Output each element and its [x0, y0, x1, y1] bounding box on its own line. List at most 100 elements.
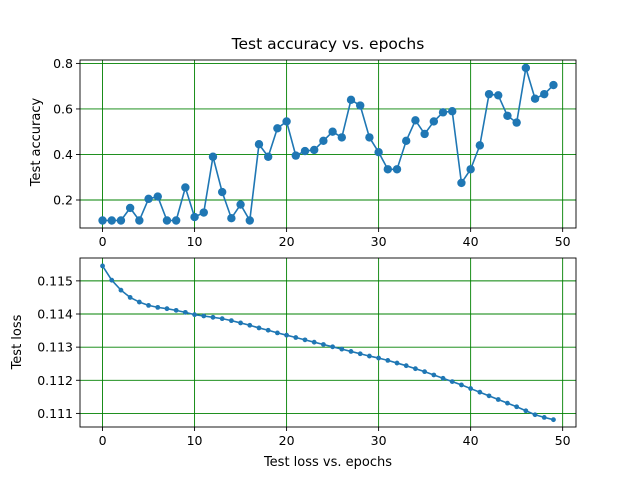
loss-x-tick-label: 10 [187, 433, 203, 448]
accuracy-data-point [540, 89, 549, 99]
loss-data-point [403, 363, 409, 369]
accuracy-data-point [282, 117, 291, 126]
loss-y-tick-label: 0.112 [37, 373, 73, 388]
loss-data-point [459, 382, 464, 388]
loss-data-point [173, 307, 179, 313]
accuracy-data-point [383, 165, 393, 174]
accuracy-data-point [475, 141, 485, 150]
accuracy-data-point [402, 136, 411, 146]
accuracy-data-point [116, 216, 126, 225]
loss-data-point [293, 335, 299, 340]
loss-data-point [495, 397, 501, 402]
loss-data-point [109, 277, 115, 283]
accuracy-data-point [512, 118, 521, 127]
accuracy-data-point [144, 194, 153, 204]
loss-data-point [477, 389, 483, 395]
loss-data-point [127, 295, 133, 300]
accuracy-x-tick-label: 30 [371, 234, 387, 249]
accuracy-data-point [199, 208, 208, 217]
accuracy-x-tick-label: 20 [279, 234, 295, 249]
accuracy-data-point [521, 63, 531, 73]
accuracy-data-point [98, 216, 107, 225]
loss-data-point [302, 337, 308, 343]
accuracy-data-point [337, 133, 347, 142]
accuracy-data-point [438, 108, 448, 117]
loss-plot-area: 0 10 20 30 40 50 0.111 0.112 0.113 0.114 0.115 [37, 257, 577, 448]
accuracy-y-tick-label: 0.6 [53, 101, 73, 116]
accuracy-data-point [392, 165, 402, 174]
accuracy-x-tick-label: 0 [99, 234, 107, 249]
loss-data-point [330, 344, 336, 350]
accuracy-data-point [125, 203, 135, 213]
accuracy-subplot: Test accuracy vs. epochs Test accuracy 0… [29, 35, 577, 249]
loss-x-tick-label: 30 [371, 433, 387, 448]
accuracy-y-tick-label: 0.4 [53, 147, 73, 162]
accuracy-series-line [102, 67, 555, 222]
accuracy-data-point [319, 136, 328, 146]
accuracy-data-point [273, 124, 282, 133]
loss-data-point [532, 412, 538, 418]
loss-data-point [136, 299, 142, 305]
accuracy-chart-title: Test accuracy vs. epochs [231, 35, 425, 53]
loss-x-tick-label: 0 [99, 433, 107, 448]
accuracy-data-point [217, 187, 227, 197]
accuracy-data-point [420, 129, 429, 139]
loss-data-point [238, 320, 243, 326]
accuracy-data-point [291, 151, 300, 160]
loss-data-point [505, 400, 510, 406]
loss-x-tick-label: 20 [279, 433, 295, 448]
loss-data-point [367, 353, 372, 359]
loss-data-point [486, 393, 492, 399]
loss-data-point [468, 386, 474, 391]
loss-data-point [201, 313, 207, 319]
loss-data-point [348, 349, 354, 354]
accuracy-data-point [549, 80, 558, 90]
accuracy-data-point [484, 89, 494, 99]
accuracy-axes-frame [79, 59, 577, 229]
accuracy-data-point [429, 117, 439, 126]
loss-data-point [413, 366, 418, 372]
loss-data-point [284, 332, 289, 338]
loss-data-point [523, 408, 529, 414]
accuracy-data-point [107, 216, 116, 225]
loss-data-point [339, 346, 345, 352]
accuracy-x-tick-label: 10 [187, 234, 203, 249]
loss-data-point [551, 417, 556, 423]
accuracy-data-point [181, 183, 190, 192]
loss-data-point [311, 339, 317, 345]
accuracy-data-point [457, 178, 466, 188]
accuracy-data-point [153, 192, 162, 201]
loss-x-tick-label: 50 [555, 433, 571, 448]
loss-data-point [394, 360, 400, 366]
loss-y-tick-label: 0.115 [37, 273, 73, 288]
accuracy-data-point [171, 216, 181, 225]
loss-y-tick-label: 0.111 [37, 406, 73, 421]
loss-data-point [385, 357, 391, 363]
accuracy-data-point [236, 200, 245, 209]
accuracy-data-point [411, 116, 420, 125]
loss-subplot: Test loss vs. epochs Test loss 0 10 20 30 40… [10, 257, 577, 470]
loss-data-point [514, 404, 520, 410]
loss-data-point [155, 304, 161, 310]
accuracy-y-axis-label: Test accuracy [29, 98, 44, 188]
accuracy-y-tick-label: 0.8 [53, 56, 73, 71]
loss-x-axis-label: Test loss vs. epochs [263, 455, 392, 470]
accuracy-data-point [448, 107, 457, 116]
accuracy-data-point [503, 111, 512, 120]
loss-data-point [265, 327, 271, 333]
loss-data-point [256, 325, 262, 331]
accuracy-x-tick-label: 50 [555, 234, 571, 249]
loss-data-point [274, 330, 280, 336]
loss-axes-frame [79, 257, 577, 428]
loss-data-point [192, 312, 197, 318]
loss-data-point [100, 263, 105, 269]
accuracy-data-point [530, 94, 540, 103]
accuracy-data-point [135, 216, 144, 225]
loss-data-point [357, 351, 363, 357]
accuracy-data-point [245, 216, 254, 225]
loss-data-point [247, 322, 253, 328]
loss-data-point [118, 287, 124, 293]
loss-y-tick-label: 0.114 [37, 307, 73, 322]
loss-data-point [422, 369, 428, 375]
